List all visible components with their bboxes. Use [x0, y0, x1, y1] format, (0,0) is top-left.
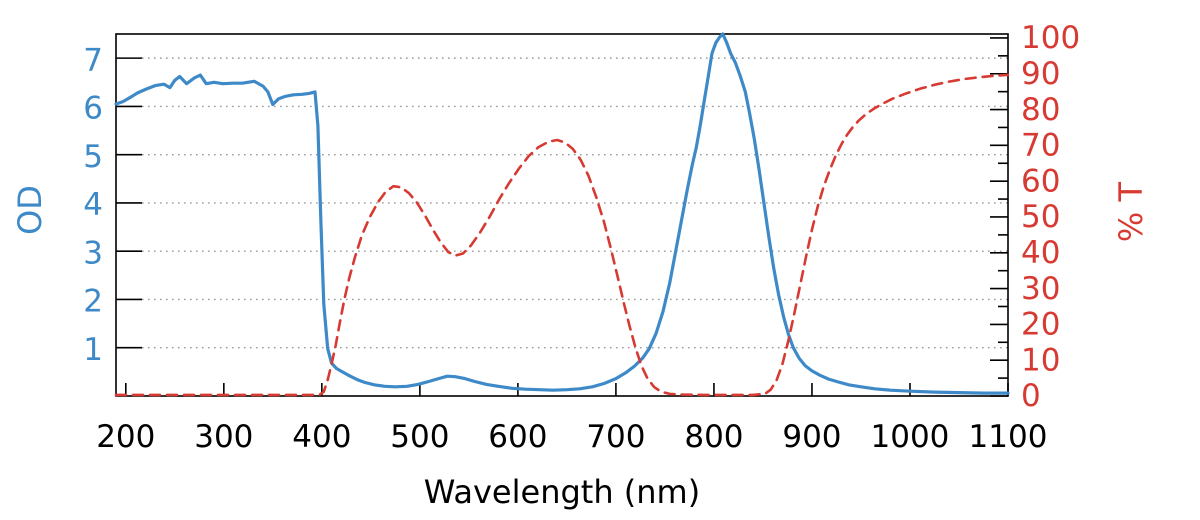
x-tick-label-1100: 1100: [969, 419, 1048, 455]
t-tick-label-20: 20: [1021, 307, 1060, 343]
t-tick-label-50: 50: [1021, 199, 1060, 235]
od-tick-label-7: 7: [83, 42, 103, 78]
series-od-curve: [114, 32, 1010, 395]
t-tick-label-90: 90: [1021, 56, 1060, 92]
od-tick-label-3: 3: [83, 235, 103, 271]
x-tick-label-200: 200: [96, 419, 155, 455]
left-axis-title-od: OD: [11, 185, 49, 235]
od-tick-label-5: 5: [83, 139, 103, 175]
x-axis-title: Wavelength (nm): [423, 473, 701, 511]
x-tick-label-700: 700: [586, 419, 645, 455]
t-tick-label-40: 40: [1021, 235, 1060, 271]
x-tick-label-1000: 1000: [871, 419, 950, 455]
od-tick-label-4: 4: [83, 187, 103, 223]
x-tick-label-900: 900: [782, 419, 841, 455]
x-tick-label-300: 300: [194, 419, 253, 455]
x-tick-label-400: 400: [292, 419, 351, 455]
right-axis-title-percent-t: % T: [1112, 181, 1150, 243]
t-tick-label-10: 10: [1021, 342, 1060, 378]
t-tick-label-30: 30: [1021, 271, 1060, 307]
t-tick-label-100: 100: [1021, 20, 1080, 56]
t-tick-label-0: 0: [1021, 378, 1041, 414]
x-tick-label-500: 500: [390, 419, 449, 455]
od-tick-label-6: 6: [83, 91, 103, 127]
od-tick-label-2: 2: [83, 284, 103, 320]
series-transmission-curve: [114, 73, 1010, 397]
plot-frame: [115, 33, 1009, 397]
t-tick-label-80: 80: [1021, 92, 1060, 128]
t-tick-label-70: 70: [1021, 128, 1060, 164]
x-tick-label-600: 600: [488, 419, 547, 455]
od-tick-label-1: 1: [83, 332, 103, 368]
x-tick-label-800: 800: [684, 419, 743, 455]
t-tick-label-60: 60: [1021, 163, 1060, 199]
